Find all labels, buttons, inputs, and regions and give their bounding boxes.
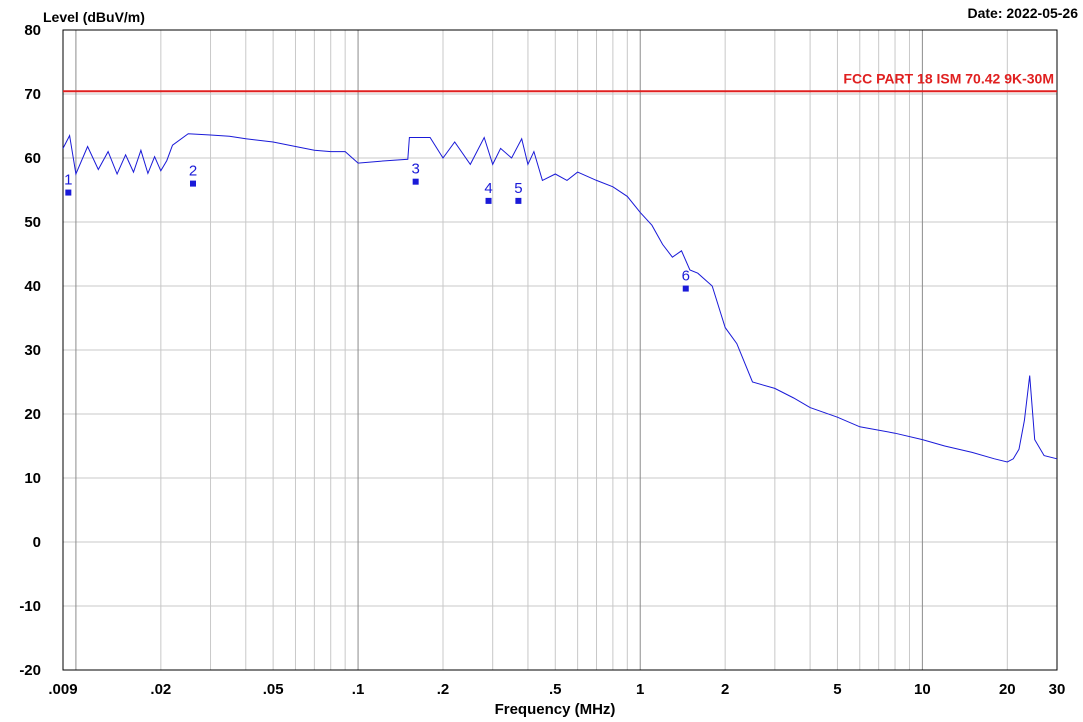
x-axis-title: Frequency (MHz) bbox=[495, 701, 616, 718]
x-tick-label: .1 bbox=[352, 681, 365, 698]
y-tick-label: 80 bbox=[24, 22, 41, 39]
y-tick-label: 30 bbox=[24, 342, 41, 359]
marker-point bbox=[65, 189, 72, 196]
date-label: Date: 2022-05-26 bbox=[967, 5, 1078, 21]
plot-border bbox=[62, 29, 1058, 671]
marker-point bbox=[412, 178, 419, 185]
x-tick-label: 30 bbox=[1049, 681, 1066, 698]
marker-label: 1 bbox=[64, 172, 72, 189]
x-tick-label: 5 bbox=[833, 681, 841, 698]
y-tick-label: 20 bbox=[24, 406, 41, 423]
y-axis-title: Level (dBuV/m) bbox=[43, 9, 145, 25]
peak-markers: 1 2 3 4 5 6 bbox=[64, 161, 690, 292]
marker-label: 2 bbox=[189, 163, 197, 180]
y-tick-label: 40 bbox=[24, 278, 41, 295]
marker-label: 6 bbox=[682, 268, 690, 285]
x-tick-label: 1 bbox=[636, 681, 644, 698]
y-tick-label: 60 bbox=[24, 150, 41, 167]
marker-label: 4 bbox=[484, 180, 492, 197]
x-tick-label: .009 bbox=[48, 681, 77, 698]
x-tick-label: 2 bbox=[721, 681, 729, 698]
y-tick-label: 50 bbox=[24, 214, 41, 231]
marker-point bbox=[485, 197, 492, 204]
x-tick-label: .2 bbox=[437, 681, 450, 698]
y-tick-label: 70 bbox=[24, 86, 41, 103]
x-tick-label: 20 bbox=[999, 681, 1016, 698]
x-tick-label: .5 bbox=[549, 681, 562, 698]
marker-point bbox=[189, 180, 196, 187]
grid-lines bbox=[62, 29, 1058, 671]
x-tick-label: 10 bbox=[914, 681, 931, 698]
x-tick-label: .05 bbox=[263, 681, 284, 698]
y-tick-label: -20 bbox=[19, 662, 41, 679]
y-tick-label: -10 bbox=[19, 598, 41, 615]
x-tick-label: .02 bbox=[150, 681, 171, 698]
marker-label: 3 bbox=[411, 161, 419, 178]
marker-point bbox=[515, 197, 522, 204]
x-tick-labels: .009 .02 .05 .1 .2 .5 1 2 5 10 20 30 bbox=[48, 681, 1065, 698]
y-tick-label: 10 bbox=[24, 470, 41, 487]
limit-line-label: FCC PART 18 ISM 70.42 9K-30M bbox=[843, 70, 1054, 86]
series-line bbox=[62, 133, 1058, 463]
y-tick-labels: 80 70 60 50 40 30 20 10 0 -10 -20 bbox=[19, 22, 41, 679]
marker-point bbox=[682, 285, 689, 292]
marker-label: 5 bbox=[514, 180, 522, 197]
y-tick-label: 0 bbox=[33, 534, 41, 551]
